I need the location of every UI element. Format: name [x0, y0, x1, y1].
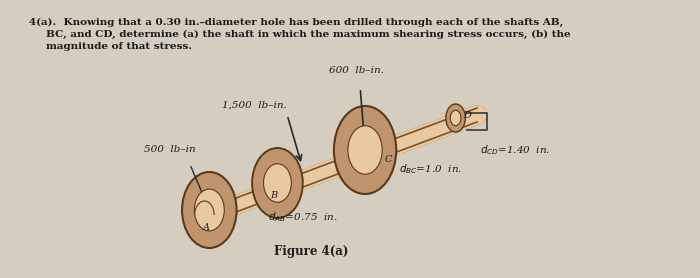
- Text: magnitude of that stress.: magnitude of that stress.: [46, 42, 192, 51]
- Text: A: A: [202, 223, 209, 232]
- Text: Figure 4(a): Figure 4(a): [274, 245, 349, 258]
- Text: D: D: [463, 111, 471, 120]
- Ellipse shape: [252, 148, 303, 218]
- Text: 4(a).  Knowing that a 0.30 in.–diameter hole has been drilled through each of th: 4(a). Knowing that a 0.30 in.–diameter h…: [29, 18, 564, 27]
- Text: $d_{CD}$=1.40  in.: $d_{CD}$=1.40 in.: [480, 143, 550, 157]
- Text: 1,500  lb–in.: 1,500 lb–in.: [222, 101, 287, 110]
- Ellipse shape: [334, 106, 396, 194]
- Text: 500  lb–in: 500 lb–in: [144, 145, 196, 154]
- Text: C: C: [384, 155, 392, 164]
- Text: $d_{AB}$=0.75  in.: $d_{AB}$=0.75 in.: [267, 210, 337, 224]
- Ellipse shape: [450, 110, 461, 126]
- Text: BC, and CD, determine (a) the shaft in which the maximum shearing stress occurs,: BC, and CD, determine (a) the shaft in w…: [46, 30, 570, 39]
- Ellipse shape: [182, 172, 237, 248]
- Text: 600  lb–in.: 600 lb–in.: [329, 66, 384, 75]
- Ellipse shape: [446, 104, 466, 132]
- Ellipse shape: [195, 189, 224, 231]
- Text: $d_{BC}$=1.0  in.: $d_{BC}$=1.0 in.: [399, 162, 462, 176]
- Text: B: B: [271, 191, 278, 200]
- Ellipse shape: [263, 164, 291, 202]
- Ellipse shape: [348, 126, 382, 174]
